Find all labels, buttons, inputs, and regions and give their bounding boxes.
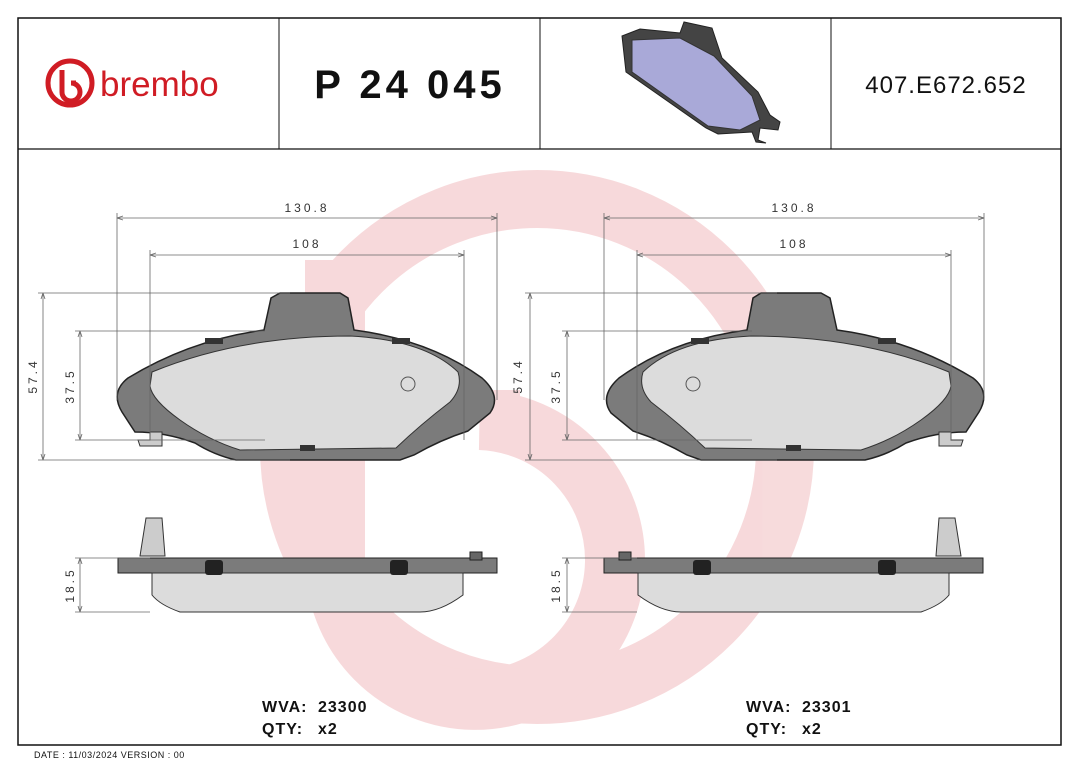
wva-number: 23301 [802, 699, 852, 716]
watermark-b [305, 260, 645, 730]
thumb-friction [631, 37, 761, 131]
qty-label: QTY: [262, 721, 303, 738]
dimension: 130.8 [284, 201, 329, 215]
dimension-line [603, 217, 611, 221]
dimension-line [42, 453, 46, 461]
dimension-line [79, 330, 83, 338]
wva-label: WVA: [746, 699, 791, 716]
dimension: 37.5 [63, 368, 77, 403]
dimension-line [116, 215, 124, 219]
dimension-line [564, 433, 568, 441]
dimension-line [79, 433, 83, 441]
dimension-line [457, 254, 465, 258]
dimension: 18.5 [549, 567, 563, 602]
dimension-line [42, 292, 46, 300]
dimension-line [490, 215, 498, 219]
dimension-line [636, 254, 644, 258]
dimension-line [603, 215, 611, 219]
dimension: 37.5 [549, 368, 563, 403]
dimension: 18.5 [63, 567, 77, 602]
dimension-line [149, 252, 157, 256]
dimension: 130.8 [771, 201, 816, 215]
dimension-line [564, 605, 568, 613]
dimension-line [77, 330, 81, 338]
dimension-line [566, 433, 570, 441]
part-number: P 24 045 [314, 63, 505, 107]
logo-b [59, 70, 83, 104]
dimension-line [527, 292, 531, 300]
dimension-line [40, 292, 44, 300]
dimension: 108 [779, 237, 808, 251]
dimension-line [149, 254, 157, 258]
dimension-line [566, 605, 570, 613]
dimension-line [564, 557, 568, 565]
logo-ring [45, 58, 95, 108]
dimension-line [77, 433, 81, 441]
pad-thumbnail [621, 21, 781, 144]
reference-code: 407.E672.652 [865, 72, 1026, 99]
dimension-line [40, 453, 44, 461]
dimension-lines [38, 213, 985, 613]
dimension-line [636, 252, 644, 256]
quantity: x2 [318, 721, 338, 738]
brand: brembo [100, 65, 219, 104]
brand-logo [45, 58, 95, 108]
dimension-line [566, 557, 570, 565]
dimension-line [564, 330, 568, 338]
dimension-line [977, 217, 985, 221]
dimension-line [116, 217, 124, 221]
dimension-line [77, 605, 81, 613]
dimension-line [527, 453, 531, 461]
dimension-line [457, 252, 465, 256]
quantity: x2 [802, 721, 822, 738]
dimension-line [529, 292, 533, 300]
dimension: 57.4 [26, 358, 40, 393]
dimension: 57.4 [511, 358, 525, 393]
qty-label: QTY: [746, 721, 787, 738]
dimension-line [566, 330, 570, 338]
dimension-line [529, 453, 533, 461]
dimension-line [79, 557, 83, 565]
dimension-line [977, 215, 985, 219]
wva-number: 23300 [318, 699, 368, 716]
dimension-line [944, 252, 952, 256]
dimension-line [77, 557, 81, 565]
dimension-line [490, 217, 498, 221]
pad-front-right [605, 292, 985, 461]
wva-label: WVA: [262, 699, 307, 716]
dimension: 108 [292, 237, 321, 251]
footer: DATE : 11/03/2024 VERSION : 00 [34, 750, 185, 760]
dimension-line [79, 605, 83, 613]
pad-front-left [116, 292, 496, 461]
dimension-line [944, 254, 952, 258]
